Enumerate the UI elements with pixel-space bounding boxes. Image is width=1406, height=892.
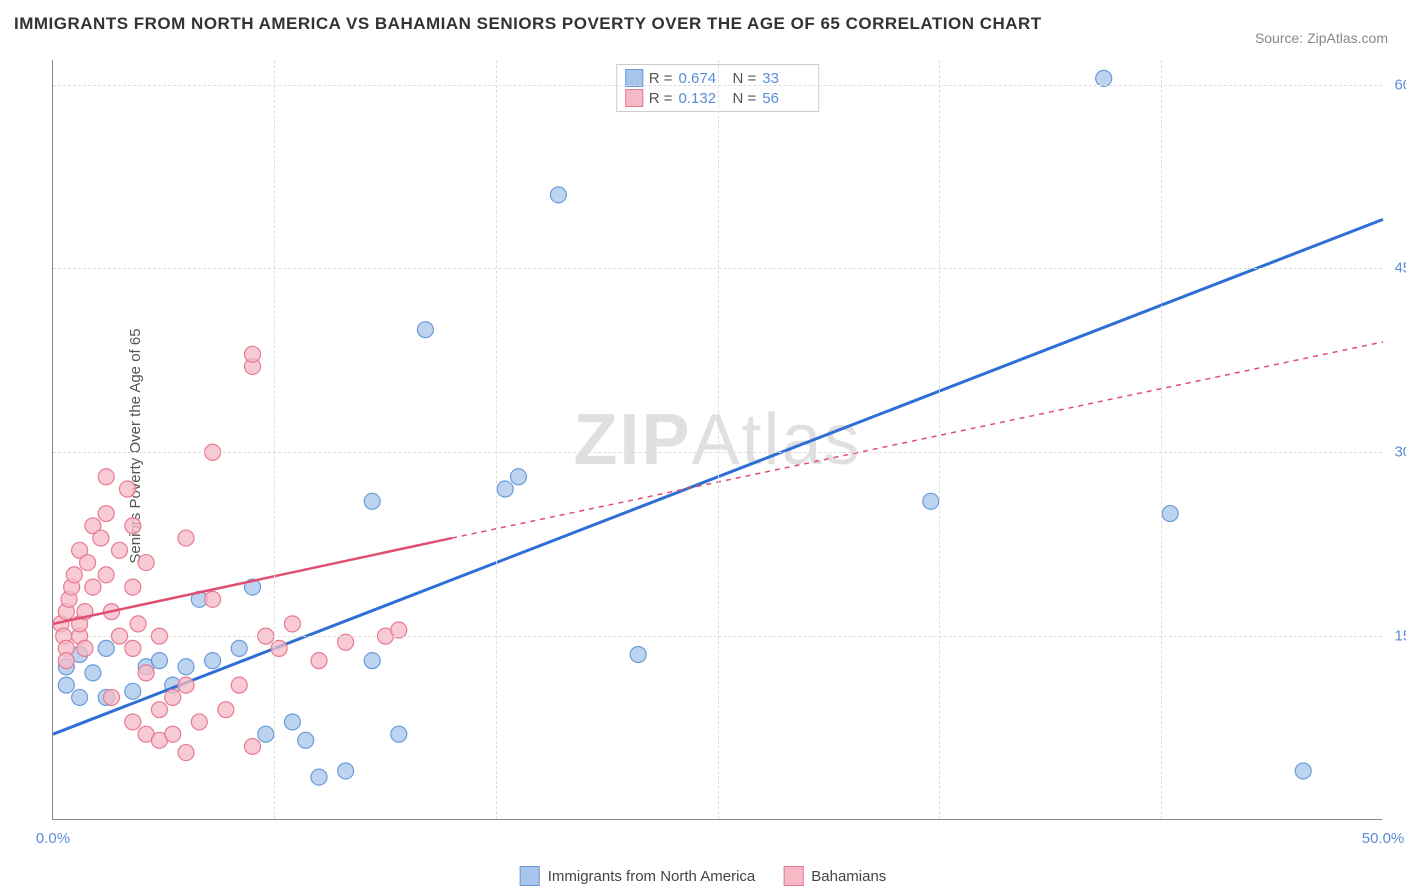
- scatter-point: [138, 665, 154, 681]
- legend-label: Immigrants from North America: [548, 868, 756, 885]
- scatter-point: [364, 493, 380, 509]
- scatter-point: [77, 640, 93, 656]
- scatter-point: [497, 481, 513, 497]
- scatter-point: [80, 555, 96, 571]
- scatter-point: [391, 726, 407, 742]
- scatter-point: [311, 653, 327, 669]
- scatter-point: [125, 683, 141, 699]
- trend-line-extension: [452, 342, 1383, 538]
- scatter-point: [245, 346, 261, 362]
- scatter-point: [923, 493, 939, 509]
- scatter-point: [151, 653, 167, 669]
- scatter-point: [112, 542, 128, 558]
- scatter-point: [298, 732, 314, 748]
- scatter-point: [284, 616, 300, 632]
- scatter-point: [311, 769, 327, 785]
- scatter-point: [511, 469, 527, 485]
- scatter-point: [178, 659, 194, 675]
- scatter-point: [138, 555, 154, 571]
- scatter-point: [125, 714, 141, 730]
- scatter-point: [85, 579, 101, 595]
- scatter-point: [165, 726, 181, 742]
- scatter-point: [125, 518, 141, 534]
- gridline-vertical: [1161, 60, 1162, 819]
- scatter-point: [165, 689, 181, 705]
- scatter-point: [191, 714, 207, 730]
- scatter-point: [98, 506, 114, 522]
- y-tick-label: 60.0%: [1394, 76, 1406, 93]
- scatter-point: [151, 702, 167, 718]
- scatter-point: [630, 647, 646, 663]
- legend-swatch: [520, 866, 540, 886]
- scatter-point: [205, 653, 221, 669]
- scatter-point: [72, 689, 88, 705]
- chart-title: IMMIGRANTS FROM NORTH AMERICA VS BAHAMIA…: [14, 14, 1042, 34]
- plot-area: ZIPAtlas R = 0.674 N = 33 R = 0.132 N = …: [52, 60, 1382, 820]
- scatter-point: [98, 567, 114, 583]
- x-tick-label: 0.0%: [36, 830, 70, 847]
- scatter-point: [364, 653, 380, 669]
- scatter-point: [178, 530, 194, 546]
- scatter-point: [178, 745, 194, 761]
- scatter-point: [417, 322, 433, 338]
- scatter-point: [178, 677, 194, 693]
- scatter-point: [231, 677, 247, 693]
- legend-item: Immigrants from North America: [520, 866, 756, 886]
- scatter-point: [205, 591, 221, 607]
- scatter-point: [130, 616, 146, 632]
- scatter-point: [245, 738, 261, 754]
- scatter-point: [104, 689, 120, 705]
- legend-item: Bahamians: [783, 866, 886, 886]
- y-tick-label: 30.0%: [1394, 444, 1406, 461]
- scatter-point: [218, 702, 234, 718]
- gridline-vertical: [939, 60, 940, 819]
- scatter-point: [231, 640, 247, 656]
- scatter-point: [58, 677, 74, 693]
- scatter-point: [93, 530, 109, 546]
- scatter-point: [1162, 506, 1178, 522]
- scatter-point: [338, 763, 354, 779]
- scatter-point: [550, 187, 566, 203]
- scatter-point: [125, 579, 141, 595]
- gridline-vertical: [274, 60, 275, 819]
- scatter-point: [258, 726, 274, 742]
- scatter-point: [98, 469, 114, 485]
- y-tick-label: 45.0%: [1394, 260, 1406, 277]
- scatter-point: [1295, 763, 1311, 779]
- scatter-point: [58, 653, 74, 669]
- scatter-point: [85, 665, 101, 681]
- source-attribution: Source: ZipAtlas.com: [1255, 30, 1388, 46]
- bottom-legend: Immigrants from North America Bahamians: [520, 866, 887, 886]
- scatter-point: [284, 714, 300, 730]
- scatter-point: [119, 481, 135, 497]
- scatter-point: [66, 567, 82, 583]
- scatter-point: [125, 640, 141, 656]
- y-tick-label: 15.0%: [1394, 628, 1406, 645]
- legend-label: Bahamians: [811, 868, 886, 885]
- scatter-point: [98, 640, 114, 656]
- x-tick-label: 50.0%: [1362, 830, 1405, 847]
- gridline-vertical: [496, 60, 497, 819]
- gridline-vertical: [718, 60, 719, 819]
- legend-swatch: [783, 866, 803, 886]
